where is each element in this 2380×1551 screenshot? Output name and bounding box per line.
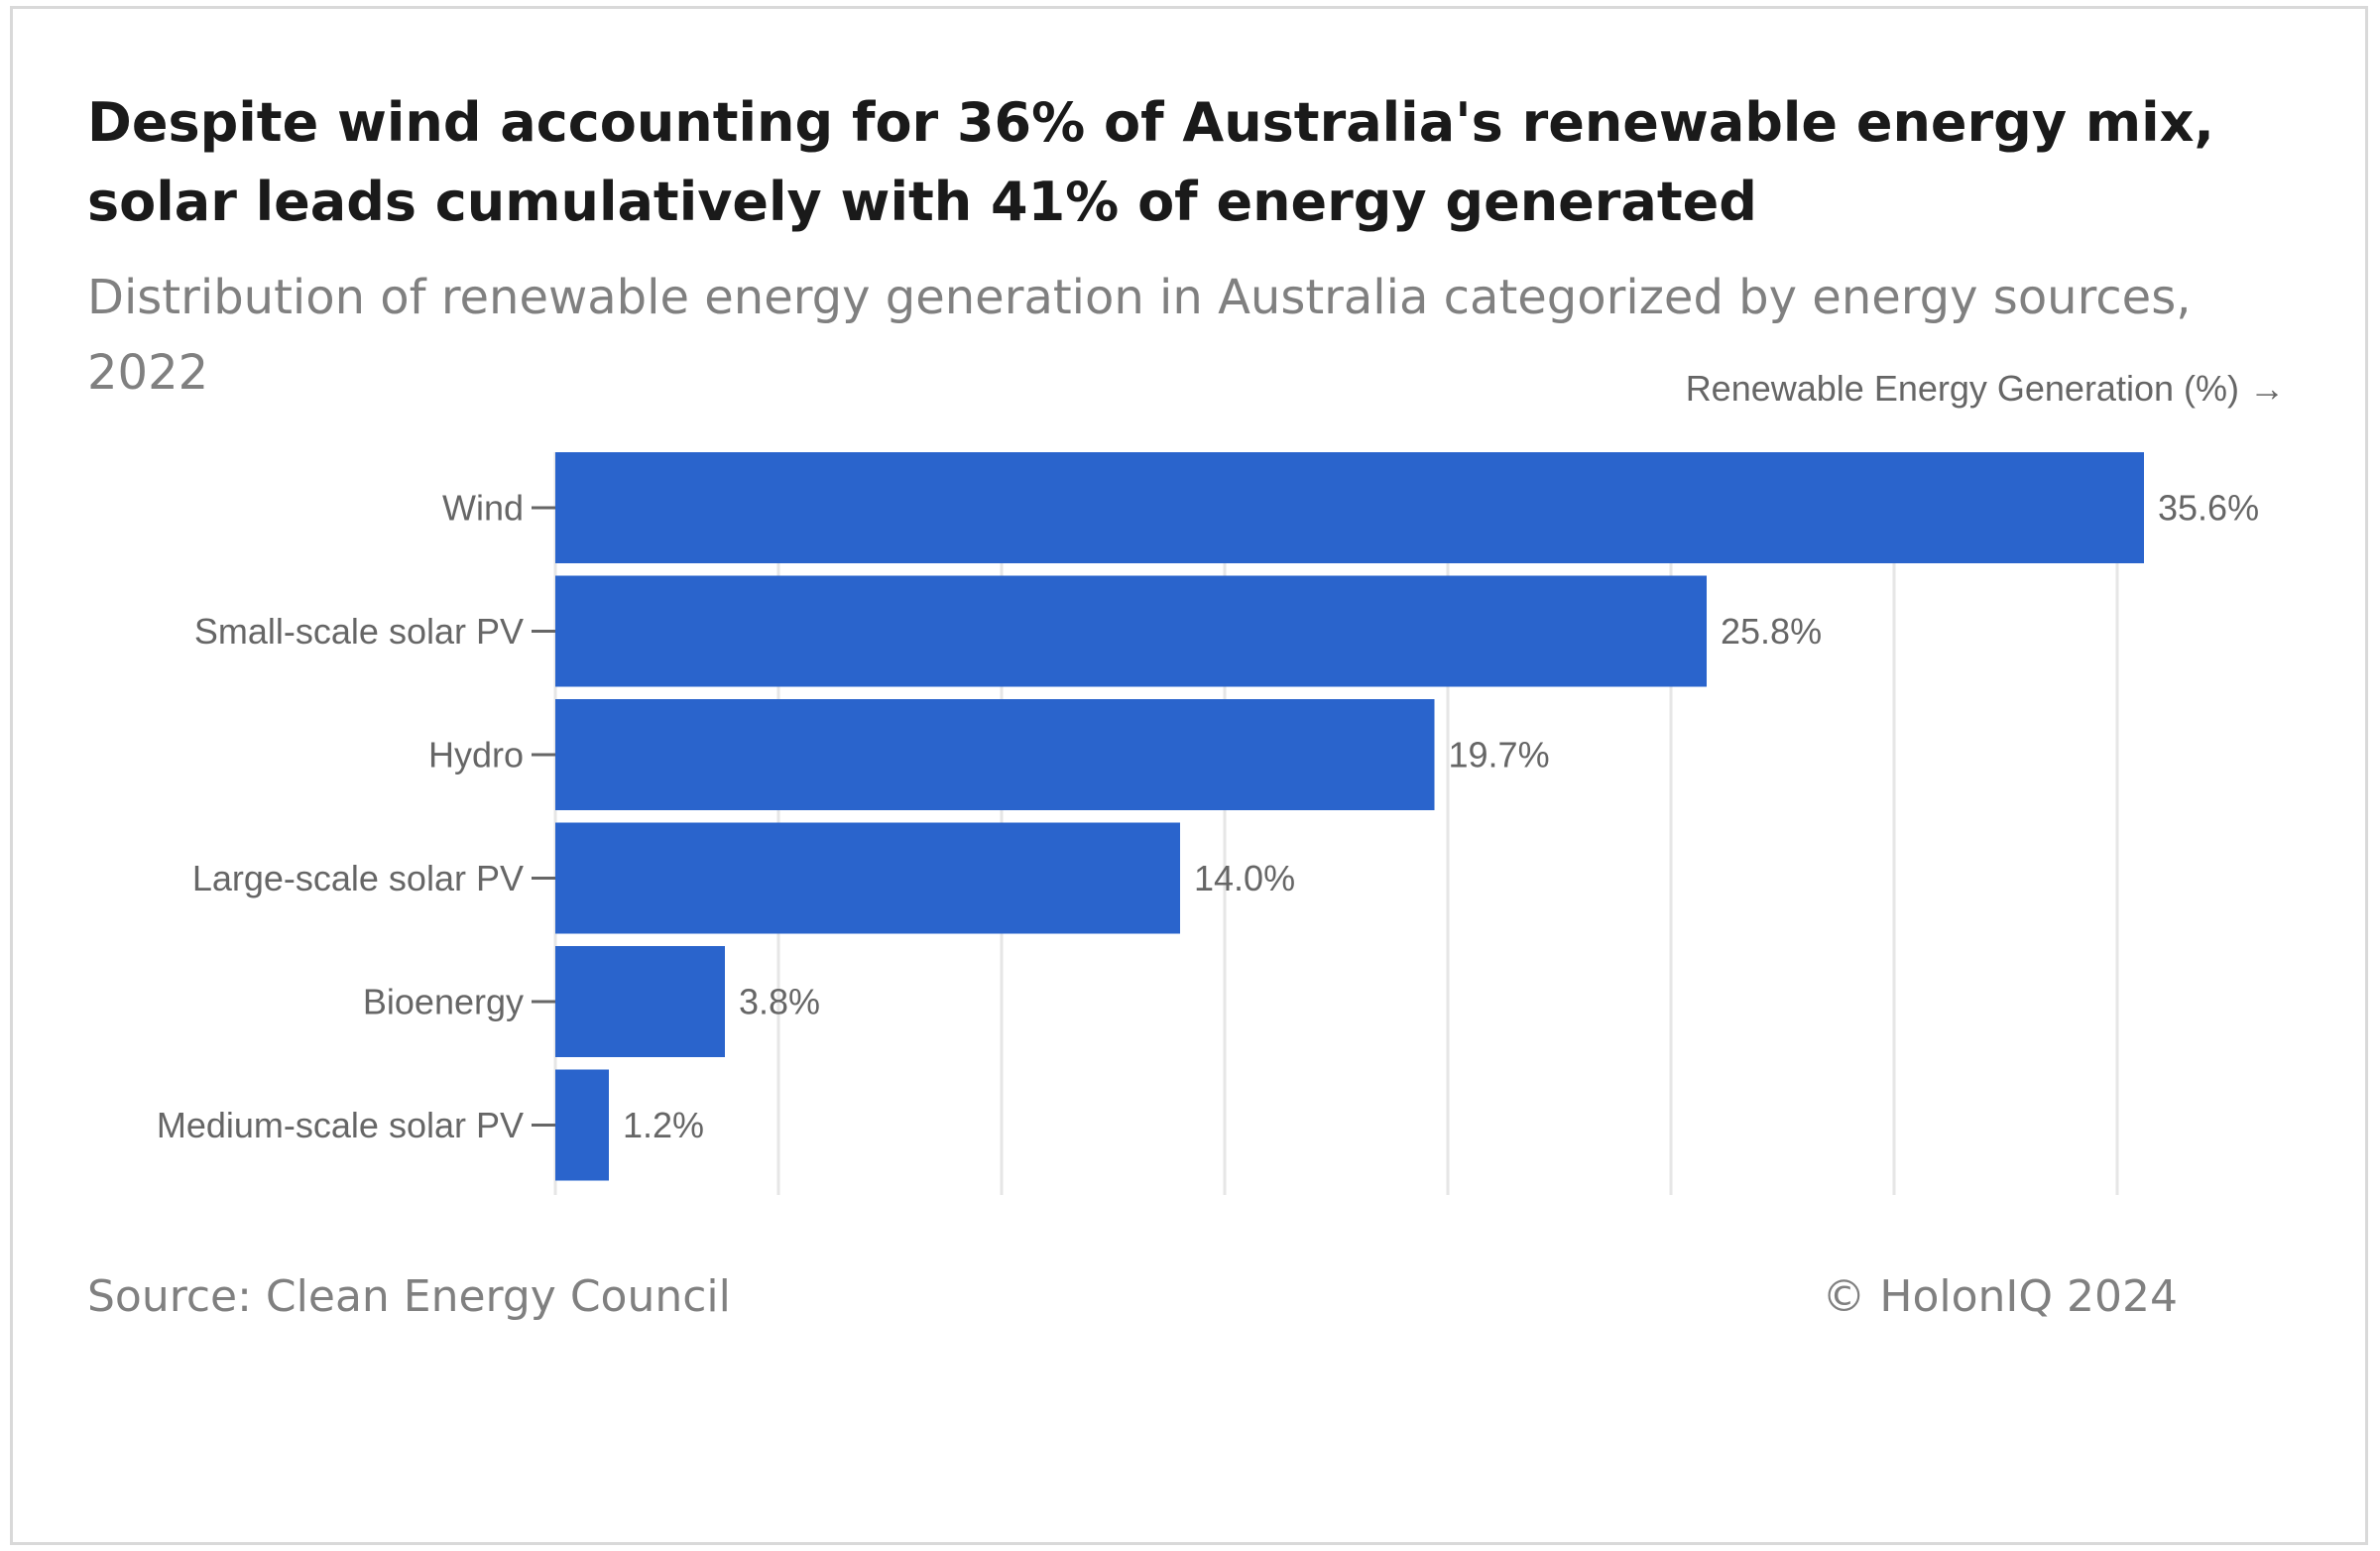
value-label: 14.0% — [1194, 858, 1295, 898]
value-label: 19.7% — [1449, 735, 1550, 776]
category-label: Medium-scale solar PV — [157, 1105, 524, 1145]
x-axis-title: Renewable Energy Generation (%) → — [1686, 368, 2285, 409]
category-label: Bioenergy — [363, 982, 524, 1022]
labels: Wind 35.6% Small-scale solar PV 25.8% Hydro 1… — [157, 488, 2259, 1146]
source-note: Source: Clean Energy Council — [87, 1271, 731, 1322]
category-label: Wind — [442, 488, 524, 529]
category-label: Small-scale solar PV — [194, 611, 524, 652]
bars — [555, 452, 2144, 1181]
copyright-note: © HolonIQ 2024 — [1822, 1271, 2178, 1322]
value-label: 35.6% — [2158, 488, 2259, 529]
value-label: 25.8% — [1721, 611, 1822, 652]
bar — [555, 1069, 609, 1181]
bar — [555, 575, 1707, 687]
bar — [555, 699, 1435, 810]
bar — [555, 452, 2144, 563]
chart-title: Despite wind accounting for 36% of Austr… — [87, 91, 2214, 233]
bar — [555, 822, 1180, 934]
value-label: 3.8% — [739, 982, 820, 1022]
chart-subtitle: Distribution of renewable energy generat… — [87, 270, 2192, 401]
value-label: 1.2% — [623, 1105, 704, 1145]
category-label: Hydro — [428, 735, 524, 776]
bar — [555, 946, 725, 1057]
category-label: Large-scale solar PV — [192, 858, 524, 898]
